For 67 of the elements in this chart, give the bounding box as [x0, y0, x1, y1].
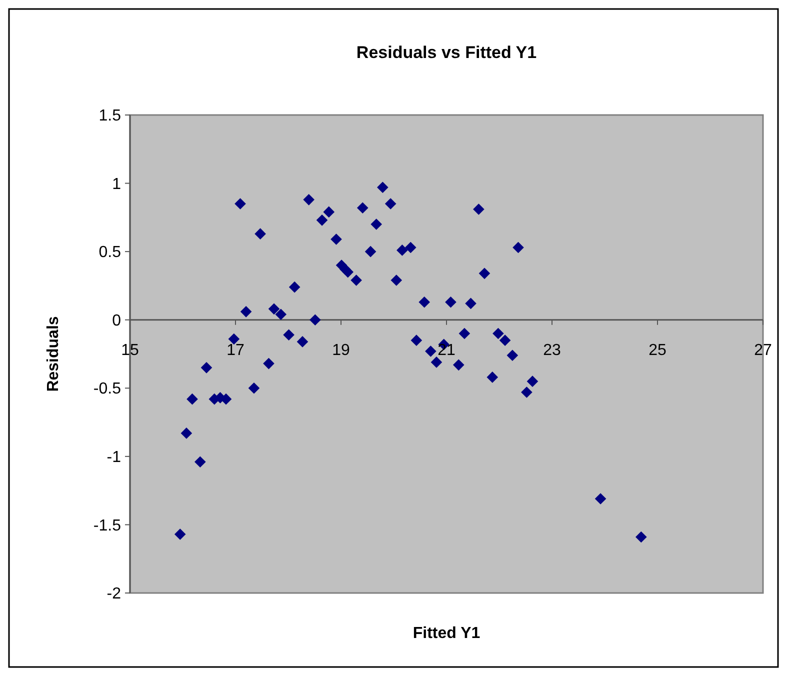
point — [228, 333, 240, 345]
point — [342, 266, 354, 278]
point — [499, 334, 511, 346]
point — [180, 428, 192, 439]
y-tick-label: -0.5 — [93, 380, 122, 398]
point — [452, 359, 464, 371]
point — [288, 281, 300, 293]
point — [370, 218, 382, 230]
point — [323, 206, 335, 218]
point — [465, 298, 476, 310]
point — [316, 214, 328, 226]
point — [296, 336, 308, 348]
y-tick-label: -1 — [106, 449, 122, 466]
y-tick-label: 0 — [112, 312, 122, 330]
x-axis-title: Fitted Y1 — [412, 625, 480, 642]
point — [303, 194, 314, 206]
point — [492, 328, 504, 340]
point — [309, 314, 321, 326]
point — [240, 306, 252, 318]
point — [330, 234, 342, 245]
point — [194, 456, 206, 468]
point — [248, 382, 260, 394]
y-tick-label: -2 — [106, 586, 122, 603]
point — [263, 358, 274, 370]
point — [486, 372, 498, 383]
point — [445, 296, 456, 308]
point — [377, 182, 388, 194]
point — [390, 274, 402, 286]
point — [478, 268, 490, 280]
point — [356, 202, 368, 214]
point — [506, 350, 518, 362]
y-tick-label: 1 — [112, 176, 122, 193]
point — [268, 303, 280, 315]
point — [635, 531, 647, 543]
point — [430, 356, 442, 368]
x-tick-label: 19 — [332, 342, 350, 359]
point — [254, 228, 266, 240]
point — [275, 308, 287, 320]
point — [473, 204, 484, 215]
point — [364, 246, 376, 258]
y-tick-label: 0.5 — [98, 244, 122, 262]
point — [458, 328, 470, 340]
point — [404, 242, 416, 254]
point — [186, 393, 198, 405]
point — [418, 296, 430, 308]
x-tick-label: 27 — [754, 342, 772, 359]
y-tick-label: -1.5 — [93, 517, 122, 534]
point — [410, 334, 422, 346]
point — [425, 346, 436, 357]
y-axis-title: Residuals — [45, 316, 62, 392]
point — [396, 244, 408, 256]
x-tick-label: 21 — [438, 342, 456, 359]
point — [283, 329, 294, 341]
point — [234, 198, 246, 210]
chart-title: Residuals vs Fitted Y1 — [356, 43, 537, 62]
x-tick-label: 17 — [226, 342, 244, 359]
x-tick-label: 25 — [648, 342, 666, 359]
y-tick-label: 1.5 — [98, 108, 122, 125]
point — [594, 493, 606, 504]
point — [521, 386, 532, 398]
point — [350, 274, 362, 286]
point — [174, 528, 186, 540]
point — [384, 198, 396, 210]
point — [512, 242, 524, 254]
point — [200, 362, 212, 374]
point — [526, 376, 538, 387]
x-tick-label: 23 — [543, 342, 561, 359]
